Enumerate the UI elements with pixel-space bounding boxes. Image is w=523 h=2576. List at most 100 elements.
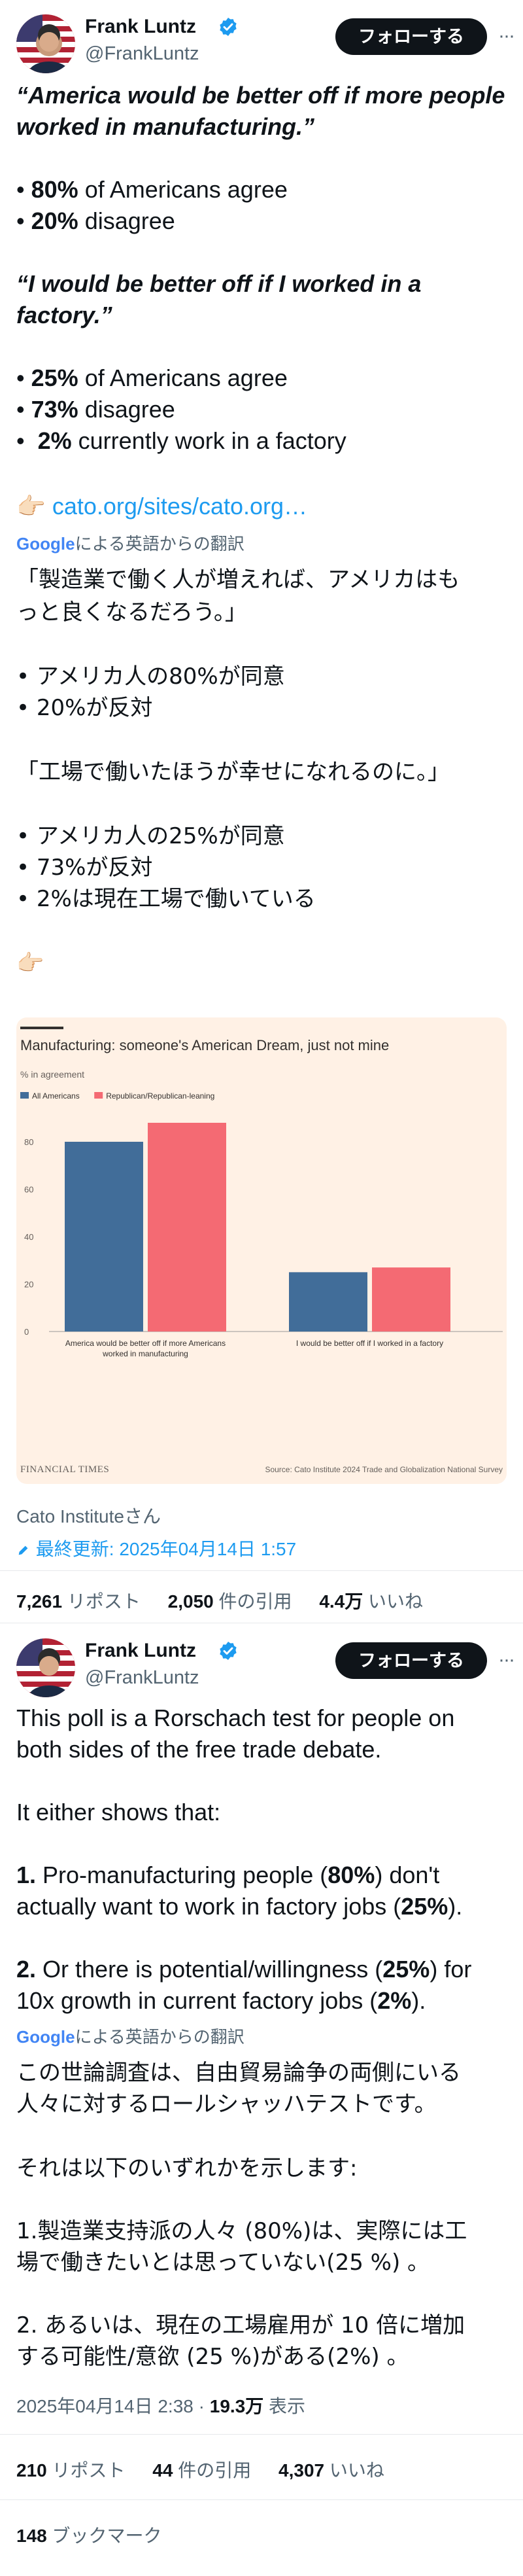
bars <box>65 1123 450 1332</box>
y-tick-label: 60 <box>24 1185 33 1195</box>
legend-label: Republican/Republican-leaning <box>106 1091 214 1101</box>
translation-attribution[interactable]: Googleによる英語からの翻訳 <box>16 533 245 555</box>
translation-attribution[interactable]: Googleによる英語からの翻訳 <box>16 2026 245 2048</box>
avatar[interactable] <box>16 1638 75 1697</box>
stat-text: disagree <box>78 207 175 234</box>
link-line: 👉🏻 cato.org/sites/cato.org… <box>16 491 307 522</box>
follow-button[interactable]: フォローする <box>335 1642 487 1679</box>
ft-brand: FINANCIAL TIMES <box>20 1464 109 1475</box>
post-2-header: Frank Luntz @FrankLuntz フォローする ··· <box>16 1638 515 1697</box>
google-wordmark: Google <box>16 2027 75 2047</box>
post-1: Frank Luntz @FrankLuntz フォローする ··· “Amer… <box>0 14 523 1612</box>
post-timestamp[interactable]: 2025年04月14日 2:38 <box>16 2396 194 2416</box>
bullet: • <box>16 364 25 391</box>
chart-title: Manufacturing: someone's American Dream,… <box>20 1037 389 1053</box>
chart-source: Source: Cato Institute 2024 Trade and Gl… <box>265 1465 503 1474</box>
jp-line-3: それは以下のいずれかを示します: <box>16 2155 358 2181</box>
bullet: • <box>16 176 25 203</box>
jp-line-2: っと良くなるだろう。」 <box>16 599 247 626</box>
x-tick-label: America would be better off if more Amer… <box>65 1339 226 1348</box>
jp-line-6: • アメリカ人の25%が同意 <box>16 823 285 849</box>
body-line-3: It either shows that: <box>16 1799 221 1826</box>
post-2-stats: 210 リポスト 44 件の引用 4,307 いいね <box>16 2456 384 2482</box>
stat-line-20: • 20% disagree <box>16 205 513 237</box>
body-line-1: This poll is a Rorschach test for people… <box>16 1704 455 1731</box>
follow-button[interactable]: フォローする <box>335 18 487 55</box>
jp-line-5: 場で働きたいとは思っていない(25 %) 。 <box>16 2250 430 2276</box>
stat-value: 80% <box>31 176 78 203</box>
stat-text: disagree <box>78 396 175 423</box>
like-count[interactable]: 4.4万 いいね <box>319 1591 424 1612</box>
jp-line-7: • 73%が反対 <box>16 855 153 881</box>
quote-count[interactable]: 44 件の引用 <box>152 2460 252 2480</box>
point-2-line-1: 2. Or there is potential/willingness (25… <box>16 1956 472 1983</box>
legend-swatch <box>20 1092 29 1099</box>
bar-chart: Manufacturing: someone's American Dream,… <box>20 1027 503 1475</box>
google-wordmark: Google <box>16 534 75 554</box>
y-tick-label: 40 <box>24 1232 33 1242</box>
more-options-icon[interactable]: ··· <box>498 1649 515 1670</box>
jp-line-7: する可能性/意欲 (25 %)がある(2%) 。 <box>16 2344 409 2370</box>
jp-line-8: • 2%は現在工場で働いている <box>16 886 316 912</box>
verified-badge-icon <box>220 18 237 36</box>
pencil-icon <box>18 1545 28 1555</box>
quote-1-line-2: worked in manufacturing.” <box>16 113 315 140</box>
y-tick-label: 20 <box>24 1280 33 1290</box>
avatar-image <box>16 1638 75 1697</box>
bullet: • <box>16 396 25 423</box>
last-updated-text: 最終更新: 2025年04月14日 1:57 <box>35 1539 297 1559</box>
x-tick-label: I would be better off if I worked in a f… <box>296 1339 443 1348</box>
stat-line-2: • 2% currently work in a factory <box>16 425 513 457</box>
stat-value: 25% <box>31 364 78 391</box>
post-2: Frank Luntz @FrankLuntz フォローする ··· This … <box>0 1623 523 2576</box>
stat-text: currently work in a factory <box>71 427 346 454</box>
point-1-line-2: actually want to work in factory jobs (2… <box>16 1893 463 1920</box>
avatar-image <box>16 14 75 73</box>
repost-count[interactable]: 210 リポスト <box>16 2460 126 2480</box>
legend-label: All Americans <box>32 1091 80 1101</box>
author-handle[interactable]: @FrankLuntz <box>85 43 199 64</box>
avatar[interactable] <box>16 14 75 73</box>
verified-badge-icon <box>220 1642 237 1660</box>
point-1-line-1: 1. Pro-manufacturing people (80%) don't <box>16 1861 440 1888</box>
author-handle[interactable]: @FrankLuntz <box>85 1667 199 1688</box>
bar <box>65 1142 143 1332</box>
external-link[interactable]: cato.org/sites/cato.org… <box>52 493 308 520</box>
stat-line-25: • 25% of Americans agree <box>16 362 513 394</box>
more-options-icon[interactable]: ··· <box>498 25 515 46</box>
chart-legend: All Americans Republican/Republican-leani… <box>20 1091 214 1101</box>
author-name[interactable]: Frank Luntz <box>85 16 196 37</box>
repost-count[interactable]: 7,261 リポスト <box>16 1591 141 1612</box>
chart-accent-bar <box>20 1027 63 1029</box>
stat-line-80: • 80% of Americans agree <box>16 174 513 205</box>
quote-2-line-1: “I would be better off if I worked in a <box>16 270 422 297</box>
view-count: 19.3万 <box>209 2396 264 2416</box>
translation-label: による英語からの翻訳 <box>75 534 245 554</box>
stat-line-73: • 73% disagree <box>16 394 513 425</box>
jp-line-3: • アメリカ人の80%が同意 <box>16 663 285 690</box>
x-axis-labels: America would be better off if more Amer… <box>65 1339 443 1358</box>
jp-line-5: 「工場で働いたほうが幸せになれるのに。」 <box>16 759 450 785</box>
bookmark-count[interactable]: 148 ブックマーク <box>16 2526 162 2546</box>
jp-line-2: 人々に対するロールシャッハテストです。 <box>16 2091 437 2117</box>
jp-line-1: この世論調査は、自由貿易論争の両側にいる <box>16 2060 461 2086</box>
author-name[interactable]: Frank Luntz <box>85 1640 196 1661</box>
y-tick-label: 0 <box>24 1327 29 1337</box>
divider <box>0 2434 523 2435</box>
y-tick-label: 80 <box>24 1137 33 1147</box>
like-count[interactable]: 4,307 いいね <box>278 2460 384 2480</box>
x-tick-label: worked in manufacturing <box>102 1349 188 1358</box>
quote-count[interactable]: 2,050 件の引用 <box>167 1591 292 1612</box>
google-logo: Google <box>16 534 75 554</box>
edited-indicator[interactable]: 最終更新: 2025年04月14日 1:57 <box>16 1535 296 1561</box>
post-1-header: Frank Luntz @FrankLuntz フォローする ··· <box>16 14 515 73</box>
pointing-hand-icon: 👉🏻 <box>16 950 44 976</box>
chart-subtitle: % in agreement <box>20 1069 84 1080</box>
pointing-hand-icon: 👉🏻 <box>16 493 46 520</box>
translation-label: による英語からの翻訳 <box>75 2027 245 2047</box>
stat-text: of Americans agree <box>78 176 288 203</box>
chart-card[interactable]: Manufacturing: someone's American Dream,… <box>16 1017 507 1484</box>
quoted-source-name[interactable]: Cato Instituteさん <box>16 1506 161 1526</box>
quote-1-line-1: “America would be better off if more peo… <box>16 82 505 109</box>
post-1-stats: 7,261 リポスト 2,050 件の引用 4.4万 いいね <box>16 1587 423 1614</box>
